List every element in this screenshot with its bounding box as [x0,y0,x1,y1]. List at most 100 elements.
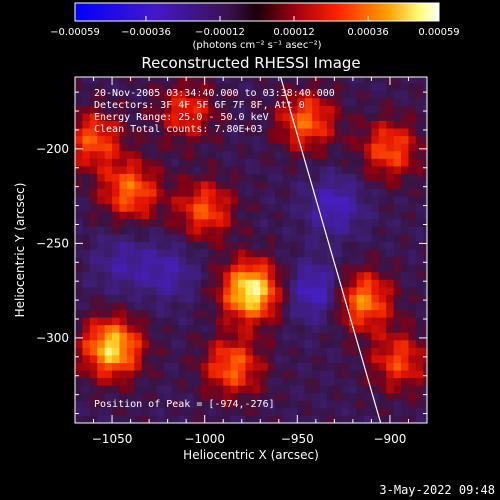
heatmap-cell [297,392,306,401]
heatmap-cell [193,165,202,174]
heatmap-cell [112,233,120,242]
heatmap-cell [386,97,395,106]
heatmap-cell [267,211,276,220]
heatmap-cell [275,105,283,114]
heatmap-cell [252,377,261,386]
heatmap-cell [289,324,298,333]
heatmap-cell [349,90,358,99]
heatmap-cell [245,97,254,106]
heatmap-cell [423,294,427,303]
heatmap-cell [364,294,372,303]
heatmap-cell [97,400,106,409]
heatmap-cell [163,279,172,288]
heatmap-cell [289,180,298,190]
heatmap-cell [104,203,113,212]
heatmap-cell [408,105,417,114]
heatmap-cell [112,407,120,416]
heatmap-cell [223,271,232,280]
heatmap-cell [289,332,298,341]
heatmap-cell [334,77,343,84]
heatmap-cell [134,377,143,386]
heatmap-cell [82,150,91,159]
heatmap-cell [141,362,150,371]
heatmap-cell [75,180,83,190]
x-tick-label: −1000 [184,432,225,446]
heatmap-cell [223,128,232,137]
heatmap-cell [156,135,165,144]
heatmap-cell [104,377,113,386]
heatmap-cell [141,400,150,409]
heatmap-cell [75,211,83,220]
heatmap-cell [334,241,343,250]
heatmap-cell [252,226,261,235]
heatmap-cell [156,143,165,152]
heatmap-cell [282,196,291,205]
heatmap-cell [275,301,283,311]
heatmap-cell [223,377,232,386]
heatmap-cell [349,279,358,288]
heatmap-cell [356,188,365,197]
heatmap-cell [260,165,269,174]
heatmap-cell [104,97,113,106]
heatmap-cell [134,256,143,265]
heatmap-cell [334,347,343,356]
heatmap-cell [289,241,298,250]
heatmap-cell [245,196,254,205]
heatmap-cell [356,301,365,311]
heatmap-cell [156,180,165,190]
heatmap-cell [386,301,395,311]
heatmap-cell [341,354,350,363]
heatmap-cell [371,392,380,401]
heatmap-cell [134,180,143,190]
heatmap-cell [297,77,306,84]
heatmap-cell [141,158,150,167]
heatmap-cell [119,241,128,250]
heatmap-cell [334,165,343,174]
heatmap-cell [238,286,246,295]
heatmap-cell [341,309,350,318]
heatmap-cell [252,90,261,99]
heatmap-cell [312,324,321,333]
heatmap-cell [371,249,380,258]
heatmap-cell [75,77,83,84]
heatmap-cell [245,294,254,303]
heatmap-cell [401,82,409,91]
heatmap-cell [215,150,224,159]
heatmap-cell [149,264,158,273]
heatmap-cell [126,339,135,348]
heatmap-cell [200,377,209,386]
heatmap-cell [223,332,232,341]
heatmap-cell [89,165,98,174]
heatmap-cell [356,211,365,220]
heatmap-cell [304,415,313,423]
heatmap-cell [267,400,276,409]
heatmap-cell [193,196,202,205]
heatmap-cell [401,385,409,394]
heatmap-cell [223,264,232,273]
heatmap-cell [349,370,358,379]
y-axis-label: Heliocentric Y (arcsec) [13,183,27,318]
heatmap-cell [275,112,283,121]
heatmap-cell [260,211,269,220]
heatmap-cell [141,135,150,144]
heatmap-cell [356,279,365,288]
heatmap-cell [267,377,276,386]
heatmap-cell [282,264,291,273]
heatmap-cell [75,362,83,371]
heatmap-cell [267,332,276,341]
heatmap-cell [282,370,291,379]
heatmap-cell [297,271,306,280]
heatmap-cell [193,362,202,371]
heatmap-cell [163,188,172,197]
heatmap-cell [334,233,343,242]
heatmap-cell [297,370,306,379]
heatmap-cell [415,112,424,121]
heatmap-cell [230,347,239,356]
heatmap-cell [141,256,150,265]
heatmap-cell [104,301,113,311]
heatmap-cell [82,203,91,212]
heatmap-cell [326,264,335,273]
heatmap-cell [297,294,306,303]
heatmap-cell [289,203,298,212]
heatmap-cell [97,120,106,129]
